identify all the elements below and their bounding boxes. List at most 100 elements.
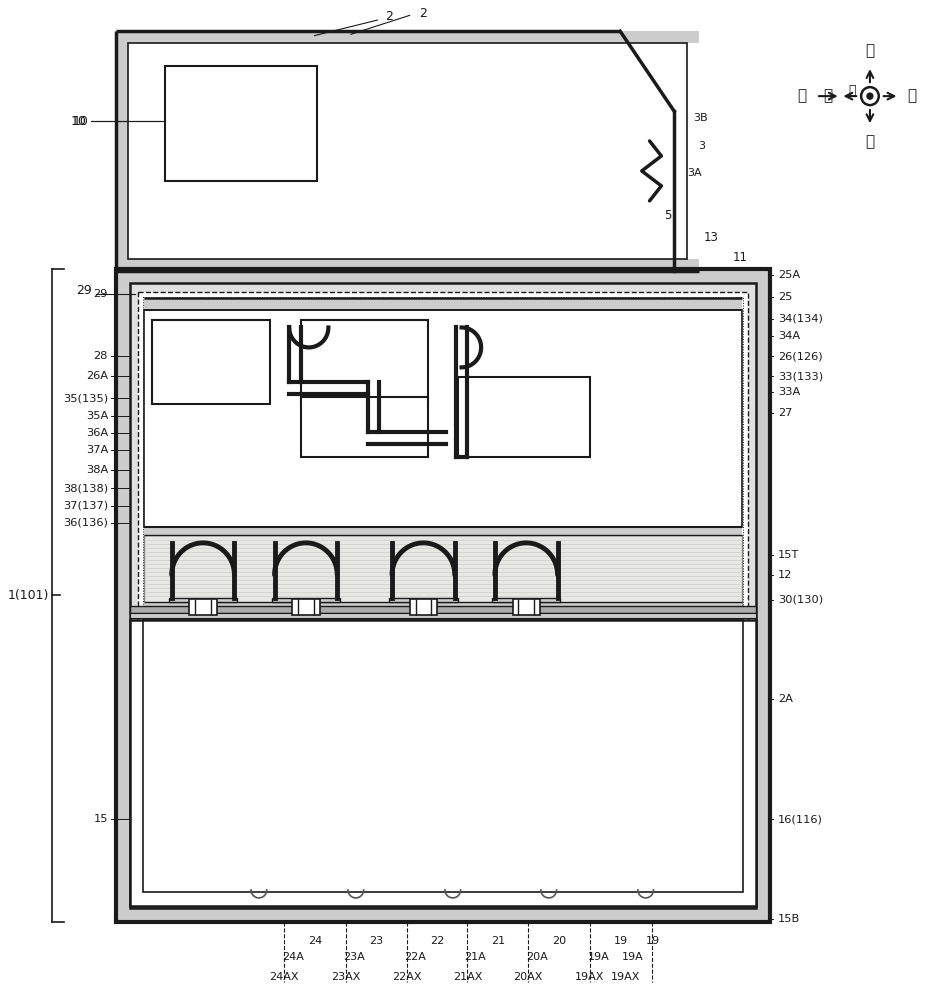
Bar xyxy=(116,31,699,43)
Text: 36(136): 36(136) xyxy=(64,518,108,528)
Bar xyxy=(130,899,757,908)
Text: 12: 12 xyxy=(778,570,792,580)
Text: 24A: 24A xyxy=(282,952,304,962)
Text: 37(137): 37(137) xyxy=(63,501,108,511)
Text: 33(133): 33(133) xyxy=(778,371,823,381)
Bar xyxy=(144,602,742,607)
Text: 30(130): 30(130) xyxy=(778,595,823,605)
Text: 后: 后 xyxy=(797,89,806,104)
Text: 19A: 19A xyxy=(622,952,644,962)
Text: 19: 19 xyxy=(615,936,629,946)
Bar xyxy=(272,598,340,602)
Text: 20: 20 xyxy=(552,936,567,946)
Bar xyxy=(143,297,743,894)
Bar xyxy=(151,622,735,890)
Bar xyxy=(757,269,770,922)
Text: 23AX: 23AX xyxy=(332,972,361,982)
Text: 15: 15 xyxy=(93,814,108,824)
Bar xyxy=(138,292,747,899)
Text: 3B: 3B xyxy=(694,113,708,123)
Bar xyxy=(513,599,540,615)
Text: 16(116): 16(116) xyxy=(778,814,823,824)
Text: 28: 28 xyxy=(93,351,108,361)
Text: 24: 24 xyxy=(308,936,323,946)
Bar xyxy=(130,620,757,906)
Text: 10: 10 xyxy=(73,115,89,128)
Text: 下: 下 xyxy=(866,134,874,149)
Bar xyxy=(128,43,686,259)
Text: 15T: 15T xyxy=(778,550,800,560)
Text: 2: 2 xyxy=(385,10,393,23)
Bar xyxy=(301,320,429,404)
Text: 26(126): 26(126) xyxy=(778,351,823,361)
Text: 15B: 15B xyxy=(778,914,800,924)
Bar xyxy=(116,31,128,271)
Bar xyxy=(143,620,743,892)
Text: 10: 10 xyxy=(71,115,87,128)
Bar xyxy=(130,283,757,292)
Bar xyxy=(190,599,217,615)
Text: 19AX: 19AX xyxy=(611,972,640,982)
Text: 38A: 38A xyxy=(86,465,108,475)
Bar xyxy=(130,606,757,613)
Text: 26A: 26A xyxy=(86,371,108,381)
Text: 20AX: 20AX xyxy=(514,972,543,982)
Text: 23: 23 xyxy=(369,936,384,946)
Bar xyxy=(144,310,742,527)
Text: 21A: 21A xyxy=(464,952,487,962)
Bar xyxy=(144,535,742,620)
Text: 35A: 35A xyxy=(86,411,108,421)
Bar xyxy=(116,259,699,271)
Text: 22: 22 xyxy=(430,936,445,946)
Bar xyxy=(130,613,757,618)
Bar xyxy=(116,908,770,922)
Text: 19: 19 xyxy=(645,936,659,946)
Bar xyxy=(389,598,458,602)
Text: 25: 25 xyxy=(778,292,792,302)
Text: 36A: 36A xyxy=(86,428,108,438)
Text: 38(138): 38(138) xyxy=(63,483,108,493)
Bar xyxy=(130,283,138,908)
Text: 3A: 3A xyxy=(686,168,701,178)
Text: 13: 13 xyxy=(703,231,718,244)
Text: 上: 上 xyxy=(866,43,874,58)
Text: 22AX: 22AX xyxy=(392,972,421,982)
Bar xyxy=(301,397,429,457)
Text: 33A: 33A xyxy=(778,387,800,397)
Circle shape xyxy=(861,87,879,105)
Bar xyxy=(165,66,317,181)
Bar xyxy=(116,269,770,922)
Bar xyxy=(169,598,237,602)
Bar xyxy=(458,377,590,457)
Bar xyxy=(130,620,757,632)
Text: 34A: 34A xyxy=(778,331,800,341)
Bar xyxy=(747,283,757,908)
Text: 21: 21 xyxy=(490,936,505,946)
Text: 34(134): 34(134) xyxy=(778,314,823,324)
Text: 19A: 19A xyxy=(587,952,610,962)
Text: 2A: 2A xyxy=(778,694,793,704)
Text: 25A: 25A xyxy=(778,270,800,280)
Text: 35(135): 35(135) xyxy=(63,393,108,403)
Bar xyxy=(492,598,560,602)
Bar xyxy=(130,892,757,906)
Text: 1(101): 1(101) xyxy=(7,589,50,602)
Text: 19AX: 19AX xyxy=(575,972,604,982)
Text: 29: 29 xyxy=(76,284,92,297)
Bar xyxy=(152,320,270,404)
Text: 2: 2 xyxy=(419,7,428,20)
Text: 22A: 22A xyxy=(403,952,426,962)
Polygon shape xyxy=(620,31,684,271)
Bar xyxy=(144,298,742,310)
Text: 21AX: 21AX xyxy=(453,972,482,982)
Text: 左: 左 xyxy=(849,84,856,97)
Text: 左: 左 xyxy=(824,89,833,104)
Text: 3: 3 xyxy=(699,141,705,151)
Bar xyxy=(410,599,437,615)
Text: 前: 前 xyxy=(907,89,916,104)
Text: 20A: 20A xyxy=(526,952,548,962)
Bar xyxy=(130,283,757,908)
Bar xyxy=(744,620,757,906)
Text: 11: 11 xyxy=(733,251,748,264)
Text: 37A: 37A xyxy=(86,445,108,455)
